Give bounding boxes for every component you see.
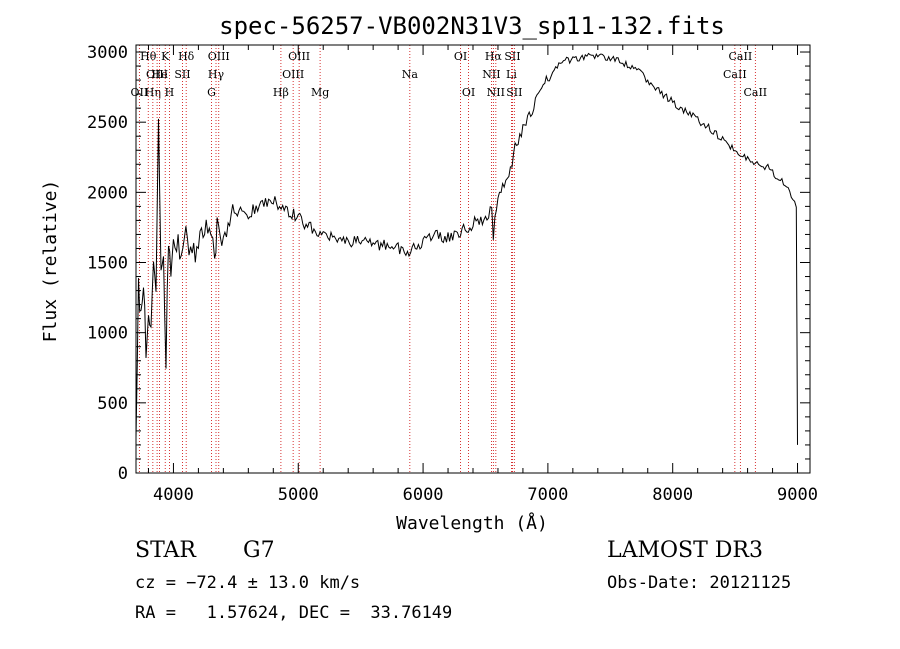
line-marker-label-17: OI [454,50,467,63]
line-marker-label-20: Hα [485,50,503,63]
x-tick-label-5: 9000 [777,485,818,505]
spectrum-line-0 [135,52,798,445]
line-marker-label-14: OIII [288,50,310,63]
line-marker-label-13: OIII [282,68,304,81]
line-marker-label-19: NII [482,68,500,81]
chart-title: spec-56257-VB002N31V3_sp11-132.fits [219,12,725,40]
y-tick-label-2: 1000 [87,324,128,344]
line-marker-label-16: Na [402,68,419,81]
line-marker-label-23: SII [504,50,520,63]
object-class: STAR [135,538,196,563]
coordinates-info: RA = 1.57624, DEC = 33.76149 [135,603,453,623]
line-marker-label-6: H [165,86,175,99]
line-marker-label-5: K [161,50,170,63]
line-marker-label-7: SII [174,68,190,81]
survey-name: LAMOST DR3 [607,538,763,563]
y-tick-label-6: 3000 [87,43,128,63]
plot-frame [135,44,811,474]
line-marker-label-27: CaII [743,86,767,99]
y-tick-label-1: 500 [97,394,128,414]
axis-ticks: 4000 5000 6000 7000 8000 9000 0 500 1000 1500 2000… [87,43,818,505]
line-marker-label-10: Hγ [208,68,225,81]
line-marker-label-2: Hη [145,86,161,99]
observation-date: Obs-Date: 20121125 [607,573,792,593]
y-tick-label-0: 0 [118,464,128,484]
line-marker-label-18: OI [462,86,475,99]
line-marker-label-4: He [152,68,168,81]
redshift-info: cz = −72.4 ± 13.0 km/s [135,573,361,593]
object-subclass: G7 [243,538,275,563]
y-tick-label-4: 2000 [87,183,128,203]
line-marker-label-25: CaII [723,68,747,81]
line-marker-label-9: G [207,86,216,99]
line-marker-label-1: Hθ [140,50,157,63]
line-marker-label-22: Li [506,68,517,81]
line-marker-label-21: NII [487,86,505,99]
line-markers: OIIHθHηOIIIHeKHSIIHδGHγOIIIHβOIIIOIIIMgN… [131,45,767,473]
spectrum-series [135,52,798,445]
line-marker-label-8: Hδ [178,50,195,63]
y-tick-label-5: 2500 [87,113,128,133]
line-marker-label-24: SII [506,86,522,99]
x-tick-label-0: 4000 [153,485,194,505]
x-tick-label-4: 8000 [652,485,693,505]
x-axis-label: Wavelength (Å) [396,512,548,534]
line-marker-label-11: OIII [208,50,230,63]
x-tick-label-3: 7000 [527,485,568,505]
line-marker-label-3: OIII [146,68,168,81]
line-marker-label-15: Mg [311,86,329,99]
line-marker-label-12: Hβ [273,86,289,99]
y-axis-label: Flux (relative) [40,180,61,343]
y-tick-label-3: 1500 [87,254,128,274]
x-tick-label-2: 6000 [403,485,444,505]
line-marker-label-26: CaII [729,50,753,63]
x-tick-label-1: 5000 [278,485,319,505]
line-marker-label-0: OII [131,86,149,99]
